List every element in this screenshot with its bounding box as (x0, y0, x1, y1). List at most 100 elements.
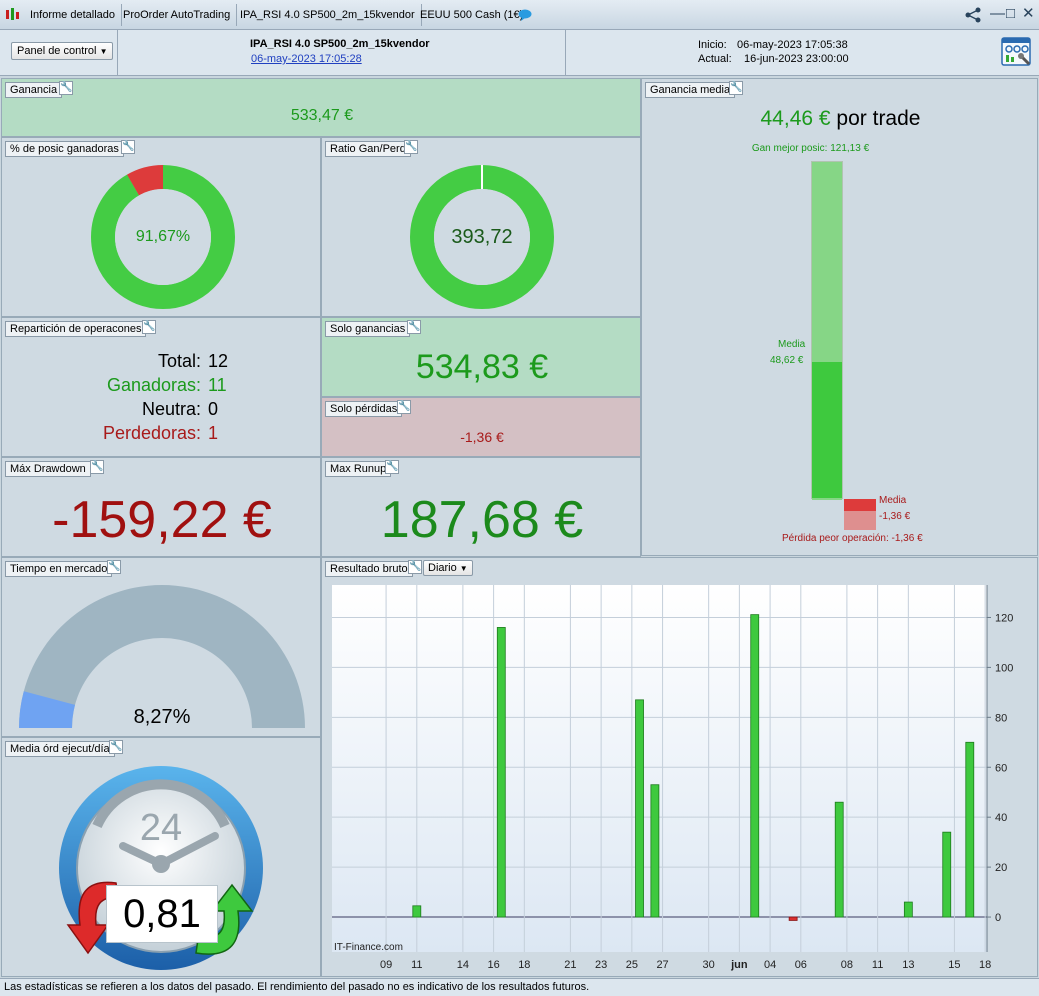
tab-proorder-autotrading[interactable]: ProOrder AutoTrading (117, 4, 238, 26)
chevron-down-icon: ▼ (459, 564, 468, 573)
x-tick-label: 30 (703, 959, 715, 971)
x-tick-label: jun (730, 959, 748, 971)
y-tick-label: 100 (995, 662, 1013, 674)
tiempo-tag: Tiempo en mercado (5, 561, 113, 577)
result-bar (650, 784, 660, 918)
period-select[interactable]: Diario ▼ (423, 560, 473, 576)
resultado-panel: Resultado bruto 🔧 Diario ▼ 120 100 80 60 40 2… (321, 557, 1038, 977)
share-icon[interactable] (964, 7, 982, 23)
tab-informe-detallado[interactable]: Informe detallado (24, 4, 122, 26)
x-tick-label: 27 (656, 959, 668, 971)
solo-ganancias-label: Solo ganancias (330, 323, 406, 335)
strategy-name: IPA_RSI 4.0 SP500_2m_15kvendor (250, 38, 430, 50)
avg-win-value: 48,62 € (770, 355, 804, 366)
reparticion-tag: Repartición de operacones (5, 321, 147, 337)
media-ord-value: 0,81 (106, 885, 218, 943)
close-icon[interactable]: ✕ (1022, 5, 1035, 22)
panel-select[interactable]: Panel de control ▼ (11, 42, 114, 60)
ratio-label: Ratio Gan/Perd (330, 143, 406, 155)
loss-label: Perdedoras: (102, 423, 201, 443)
solo-perdidas-value: -1,36 € (460, 429, 504, 445)
ganancia-media-value: 44,46 € (760, 107, 831, 130)
avg-loss-bar (844, 499, 876, 511)
avg-loss-label: Media (879, 495, 907, 506)
result-bar (965, 741, 975, 918)
worst-loss-label: Pérdida peor operación: -1,36 € (782, 533, 923, 544)
result-bar (412, 905, 422, 918)
ganancia-wrench-icon[interactable]: 🔧 (59, 81, 73, 95)
result-bar (750, 614, 760, 918)
ganancia-media-suffix: por trade (836, 107, 921, 130)
runup-tag: Max Runup (325, 461, 392, 477)
chat-bubble-icon[interactable] (518, 9, 532, 21)
pct-winning-label: % de posic ganadoras (10, 143, 119, 155)
x-tick-label: 11 (411, 959, 422, 971)
solo-ganancias-wrench-icon[interactable]: 🔧 (407, 320, 421, 334)
solo-ganancias-panel: Solo ganancias 🔧 534,83 € (321, 317, 641, 397)
ratio-donut (410, 165, 554, 309)
total-label: Total: (157, 351, 201, 371)
dashboard-settings-icon[interactable] (1001, 36, 1033, 68)
arrow-down-icon (66, 881, 119, 955)
runup-label: Max Runup (330, 463, 387, 475)
solo-perdidas-wrench-icon[interactable]: 🔧 (397, 400, 411, 414)
resultado-tag: Resultado bruto (325, 561, 413, 577)
tab-instrument[interactable]: EEUU 500 Cash (1€) (420, 9, 524, 21)
x-tick-label: 15 (948, 959, 960, 971)
media-ord-label: Media órd ejecut/día (10, 743, 110, 755)
solo-ganancias-value: 534,83 € (415, 348, 549, 386)
gauge-fill (19, 691, 76, 728)
avg-win-label: Media (778, 339, 806, 350)
panel-select-label: Panel de control (17, 45, 97, 57)
period-select-label: Diario (428, 562, 457, 574)
solo-perdidas-panel: Solo pérdidas 🔧 -1,36 € (321, 397, 641, 457)
current-value: 16-jun-2023 23:00:00 (744, 53, 849, 65)
tiempo-label: Tiempo en mercado (10, 563, 108, 575)
best-win-label: Gan mejor posic: 121,13 € (751, 143, 870, 154)
ganancia-media-headline: 44,46 € por trade (642, 107, 1037, 131)
tab-bar: Informe detallado ProOrder AutoTrading I… (0, 0, 1039, 30)
donut-hole (115, 189, 211, 285)
x-tick-label: 08 (841, 959, 853, 971)
avg-loss-value: -1,36 € (879, 511, 911, 522)
reparticion-label: Repartición de operacones (10, 323, 142, 335)
media-ord-wrench-icon[interactable]: 🔧 (109, 740, 123, 754)
drawdown-wrench-icon[interactable]: 🔧 (90, 460, 104, 474)
header-divider (565, 30, 566, 76)
result-bar (903, 901, 913, 918)
ratio-donut-hole (434, 189, 530, 285)
ganancia-media-wrench-icon[interactable]: 🔧 (729, 81, 743, 95)
resultado-label: Resultado bruto (330, 563, 408, 575)
pct-winning-wrench-icon[interactable]: 🔧 (121, 140, 135, 154)
minimize-icon[interactable]: — (990, 5, 1005, 22)
media-ord-panel: Media órd ejecut/día 🔧 24 0,81 (1, 737, 321, 977)
win-label: Ganadoras: (106, 375, 201, 395)
tiempo-panel: Tiempo en mercado 🔧 8,27% (1, 557, 321, 737)
start-label: Inicio: (698, 39, 727, 51)
x-tick-label: 11 (872, 959, 883, 971)
x-tick-label: 13 (902, 959, 914, 971)
maximize-icon[interactable]: □ (1006, 5, 1016, 22)
report-header: Panel de control ▼ IPA_RSI 4.0 SP500_2m_… (0, 30, 1039, 76)
ratio-wrench-icon[interactable]: 🔧 (404, 140, 418, 154)
ratio-value: 393,72 (451, 226, 513, 248)
pct-winning-tag: % de posic ganadoras (5, 141, 124, 157)
runup-wrench-icon[interactable]: 🔧 (385, 460, 399, 474)
tiempo-gauge (19, 585, 305, 728)
x-tick-label: 18 (979, 959, 991, 971)
neutral-value: 0 (208, 399, 219, 419)
ganancia-panel: Ganancia 🔧 533,47 € (1, 78, 641, 137)
dial-number: 24 (140, 807, 182, 849)
drawdown-panel: Máx Drawdown 🔧 -159,22 € (1, 457, 321, 557)
loss-bar-frame (844, 499, 876, 530)
x-tick-label: 21 (564, 959, 576, 971)
strategy-date-link[interactable]: 06-may-2023 17:05:28 (251, 53, 362, 65)
tiempo-value: 8,27% (133, 706, 191, 728)
tiempo-wrench-icon[interactable]: 🔧 (107, 560, 121, 574)
reparticion-wrench-icon[interactable]: 🔧 (142, 320, 156, 334)
chart-icon (4, 7, 20, 23)
x-tick-label: 04 (764, 959, 776, 971)
tab-strategy[interactable]: IPA_RSI 4.0 SP500_2m_15kvendor (234, 4, 422, 26)
y-tick-label: 120 (995, 612, 1013, 624)
resultado-wrench-icon[interactable]: 🔧 (408, 560, 422, 574)
